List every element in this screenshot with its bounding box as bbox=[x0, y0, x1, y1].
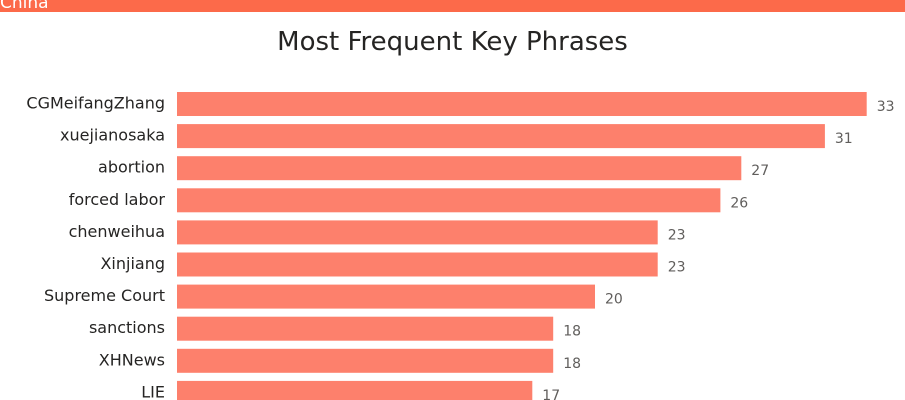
data-label: 33 bbox=[877, 99, 895, 115]
data-label: 27 bbox=[751, 163, 769, 179]
data-label: 31 bbox=[835, 131, 853, 147]
data-label: 20 bbox=[605, 292, 623, 308]
category-label: CGMeifangZhang bbox=[26, 94, 165, 113]
category-label: sanctions bbox=[89, 318, 165, 337]
data-label: 18 bbox=[563, 356, 581, 372]
bar[interactable] bbox=[177, 156, 742, 181]
bar[interactable] bbox=[177, 188, 721, 213]
banner-label: China bbox=[0, 0, 49, 12]
category-label: XHNews bbox=[99, 350, 165, 369]
bar[interactable] bbox=[177, 92, 867, 116]
category-label: chenweihua bbox=[69, 222, 165, 241]
data-label: 17 bbox=[542, 388, 560, 400]
bar[interactable] bbox=[177, 124, 825, 149]
category-label: Supreme Court bbox=[44, 286, 165, 305]
category-label: xuejianosaka bbox=[60, 126, 165, 145]
data-label: 23 bbox=[668, 227, 686, 243]
bar[interactable] bbox=[177, 252, 658, 277]
bar[interactable] bbox=[177, 348, 554, 373]
category-label: Xinjiang bbox=[100, 254, 165, 273]
bar[interactable] bbox=[177, 284, 595, 309]
bar[interactable] bbox=[177, 220, 658, 245]
data-label: 26 bbox=[730, 195, 748, 211]
category-label: LIE bbox=[141, 382, 165, 400]
category-label: abortion bbox=[98, 158, 165, 177]
bar[interactable] bbox=[177, 316, 554, 341]
bar[interactable] bbox=[177, 380, 533, 400]
chart-title: Most Frequent Key Phrases bbox=[277, 27, 628, 57]
top-banner: China bbox=[0, 0, 905, 12]
data-label: 18 bbox=[563, 324, 581, 340]
data-label: 23 bbox=[668, 260, 686, 276]
category-label: forced labor bbox=[69, 190, 166, 209]
